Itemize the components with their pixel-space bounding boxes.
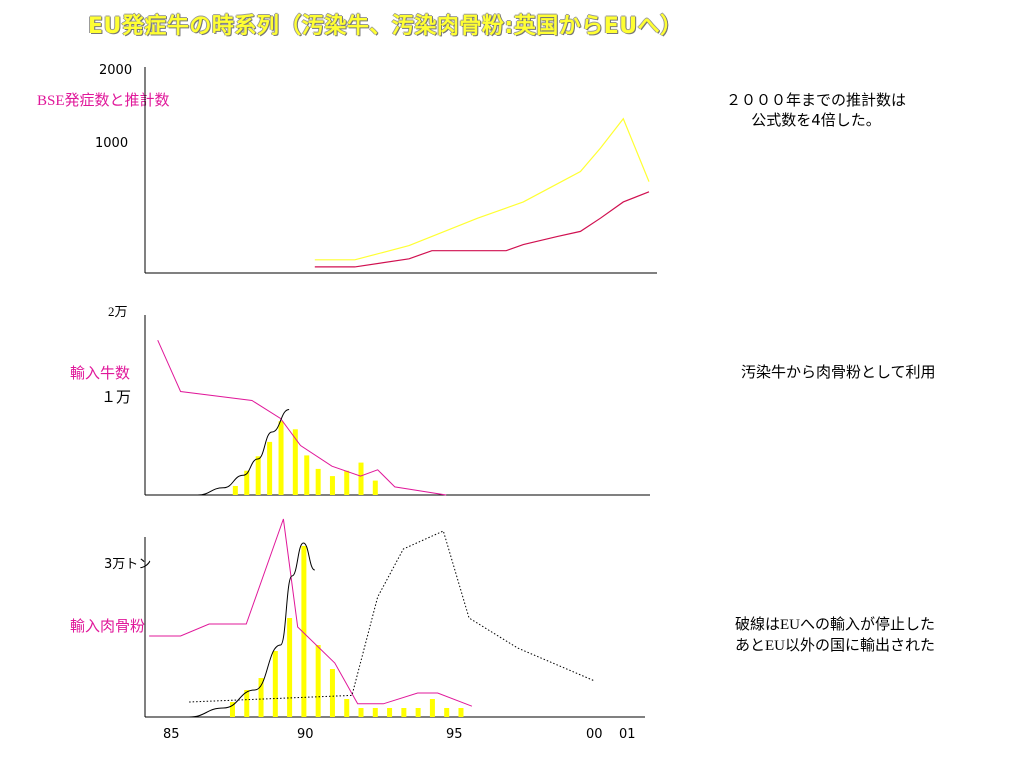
panel2-bar-7 [315,468,321,495]
panel2-bar-11 [372,480,378,495]
x-tick-85: 85 [163,727,180,742]
panel2-bar-6 [304,455,310,495]
x-tick-95: 95 [446,727,463,742]
panel1-series-red-line [314,191,650,268]
panel3-bar-12 [401,708,407,717]
panel3-bar-10 [372,708,378,717]
panel2-bar-10 [358,462,364,495]
panel2-y-tick-top-num: 2 [108,304,115,319]
panel3-bar-2 [258,678,264,717]
panel3-bar-4 [287,618,293,717]
panel1-y-label-ja: 発症数と推計数 [64,91,170,109]
panel3-bar-3 [272,651,278,717]
panel1-y-label: BSE発症数と推計数 [37,89,170,110]
panel3-note-line1: 破線はEUへの輸入が停止した [735,615,936,633]
panel2-y-tick-top: 2万 [108,301,128,320]
panel2-series-pink-line [157,339,447,496]
panel3-curve [189,542,316,718]
panel3-bar-5 [301,546,307,717]
panel1-axes [144,67,657,274]
chart-title: EU発症牛の時系列（汚染牛、汚染肉骨粉:英国からEUへ） [88,14,683,39]
panel3-bar-8 [344,699,350,717]
panel2-note: 汚染牛から肉骨粉として利用 [741,363,936,381]
panel2-bar-1 [244,470,250,495]
panel3-bar-0 [229,702,235,717]
panel3-bar-7 [329,669,335,717]
x-tick-00: 00 [586,727,603,742]
panel1-note-line2: 公式数を4倍した。 [751,111,881,129]
panel3-bar-16 [458,708,464,717]
panel2-bar-2 [255,456,261,495]
panel2-bar-9 [344,470,350,495]
panel3-note: 破線はEUへの輸入が停止した あとEU以外の国に輸出された [735,614,935,656]
panel3-bar-9 [358,708,364,717]
panel3-note-line2: あとEU以外の国に輸出された [735,636,936,654]
panel2-bar-0 [232,486,238,495]
panel1-y-tick-top: 2000 [99,63,133,78]
x-tick-01: 01 [619,727,636,742]
x-tick-90: 90 [297,727,314,742]
panel2-bar-4 [278,421,284,495]
panel3-bar-15 [444,708,450,717]
panel3-axes [144,537,645,718]
panel2-y-tick-mid: １万 [101,388,132,406]
panel3-bar-1 [244,690,250,717]
panel1-y-tick-mid: 1000 [95,136,129,151]
panel2-bar-8 [329,476,335,495]
panel3-series-dotted-line [189,530,595,703]
panel2-curve [197,409,290,496]
panel1-y-label-latin: BSE [37,93,65,109]
panel1-note: ２０００年までの推計数は 公式数を4倍した。 [726,90,906,130]
panel1-series-yellow-line [314,117,650,261]
panel1-note-line1: ２０００年までの推計数は [726,91,907,109]
panel3-bar-11 [387,708,393,717]
panel3-bar-13 [415,708,421,717]
panel3-bar-6 [315,645,321,717]
panel3-series-pink-line [149,518,473,707]
panel2-y-tick-top-unit: 万 [114,305,128,320]
panel3-y-tick-top: 3万トン [104,557,152,572]
panel3-y-label: 輸入肉骨粉 [70,617,146,635]
panel2-axes [144,315,650,496]
panel2-y-label: 輸入牛数 [70,364,131,382]
panel2-bar-5 [292,429,298,495]
panel3-bar-14 [429,699,435,717]
panel2-bar-3 [267,441,273,495]
